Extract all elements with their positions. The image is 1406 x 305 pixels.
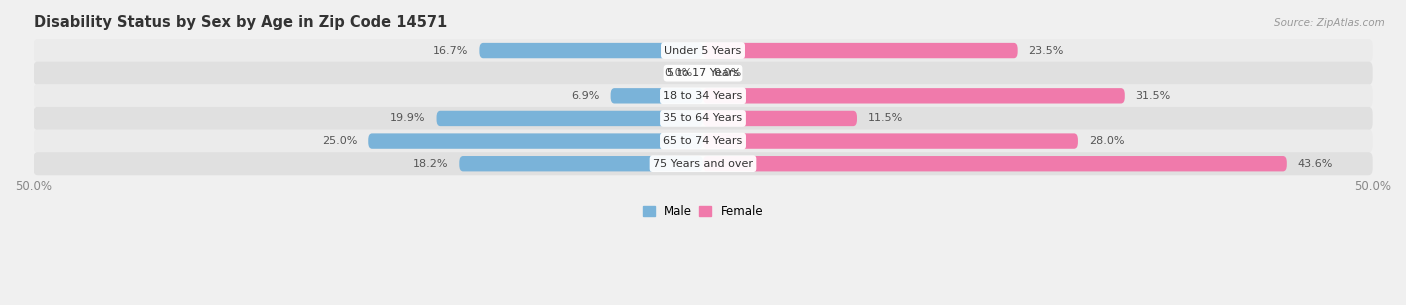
Legend: Male, Female: Male, Female <box>638 200 768 223</box>
Text: 31.5%: 31.5% <box>1136 91 1171 101</box>
Text: 75 Years and over: 75 Years and over <box>652 159 754 169</box>
Text: Disability Status by Sex by Age in Zip Code 14571: Disability Status by Sex by Age in Zip C… <box>34 15 447 30</box>
Text: 23.5%: 23.5% <box>1028 45 1064 56</box>
Text: 18 to 34 Years: 18 to 34 Years <box>664 91 742 101</box>
Text: 16.7%: 16.7% <box>433 45 468 56</box>
Text: 18.2%: 18.2% <box>413 159 449 169</box>
Text: 11.5%: 11.5% <box>868 113 903 124</box>
Text: 25.0%: 25.0% <box>322 136 357 146</box>
Text: Under 5 Years: Under 5 Years <box>665 45 741 56</box>
Text: 19.9%: 19.9% <box>391 113 426 124</box>
FancyBboxPatch shape <box>610 88 703 103</box>
FancyBboxPatch shape <box>703 111 858 126</box>
Text: 0.0%: 0.0% <box>664 68 692 78</box>
Text: 35 to 64 Years: 35 to 64 Years <box>664 113 742 124</box>
Text: 5 to 17 Years: 5 to 17 Years <box>666 68 740 78</box>
Text: Source: ZipAtlas.com: Source: ZipAtlas.com <box>1274 18 1385 28</box>
Text: 28.0%: 28.0% <box>1088 136 1125 146</box>
FancyBboxPatch shape <box>368 133 703 149</box>
Text: 43.6%: 43.6% <box>1298 159 1333 169</box>
FancyBboxPatch shape <box>479 43 703 58</box>
FancyBboxPatch shape <box>34 130 1372 152</box>
FancyBboxPatch shape <box>703 156 1286 171</box>
FancyBboxPatch shape <box>34 107 1372 130</box>
FancyBboxPatch shape <box>460 156 703 171</box>
Text: 0.0%: 0.0% <box>714 68 742 78</box>
FancyBboxPatch shape <box>436 111 703 126</box>
FancyBboxPatch shape <box>34 62 1372 85</box>
FancyBboxPatch shape <box>703 43 1018 58</box>
Text: 6.9%: 6.9% <box>571 91 600 101</box>
FancyBboxPatch shape <box>34 39 1372 62</box>
FancyBboxPatch shape <box>703 88 1125 103</box>
FancyBboxPatch shape <box>703 133 1078 149</box>
FancyBboxPatch shape <box>34 152 1372 175</box>
Text: 65 to 74 Years: 65 to 74 Years <box>664 136 742 146</box>
FancyBboxPatch shape <box>34 84 1372 107</box>
